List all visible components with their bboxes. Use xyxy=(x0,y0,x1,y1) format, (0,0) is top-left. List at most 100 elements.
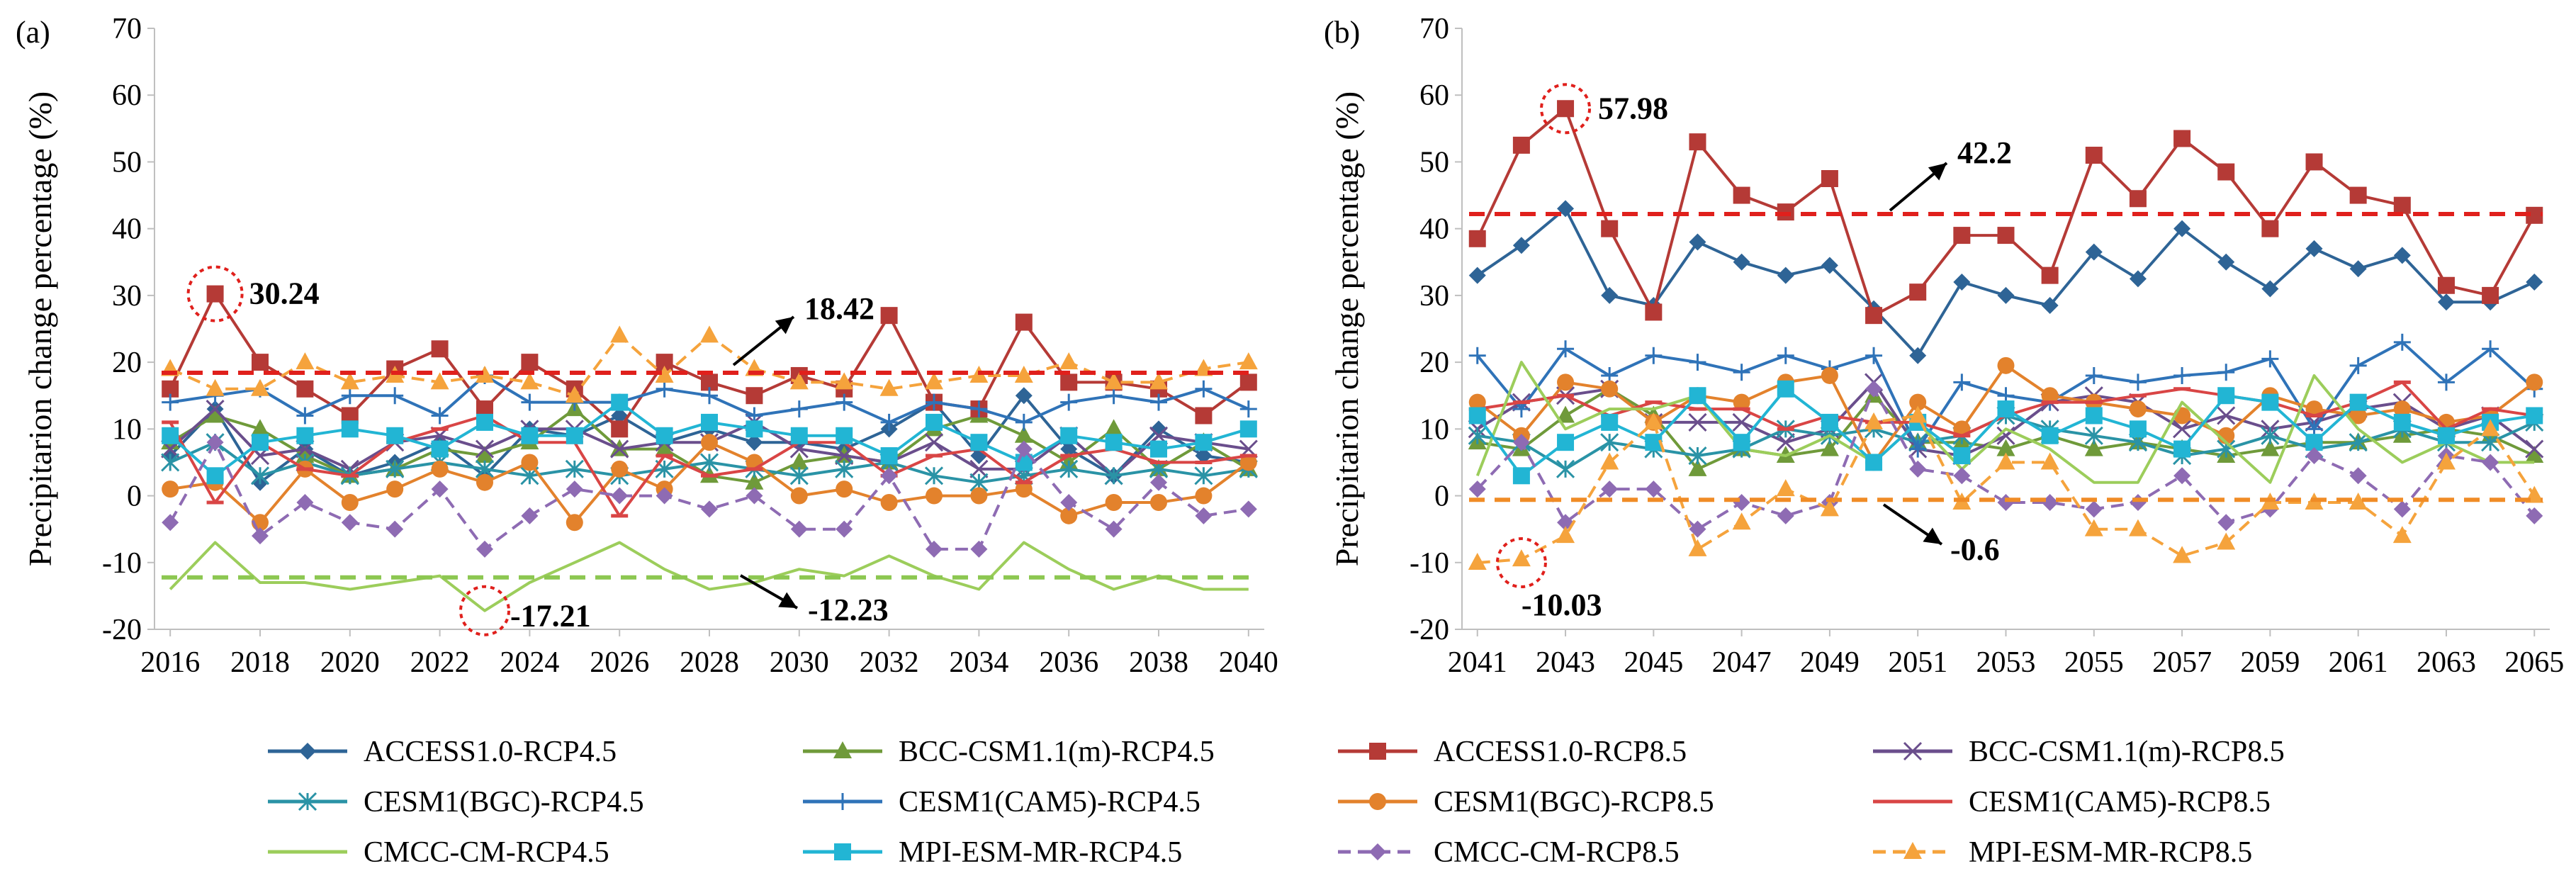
data-point xyxy=(1908,405,1928,423)
data-point xyxy=(1149,372,1169,390)
legend-swatch-marker xyxy=(299,743,316,760)
data-point xyxy=(1601,286,1619,304)
data-point xyxy=(1820,439,1839,456)
data-point xyxy=(1732,512,1751,530)
x-tick-label: 2024 xyxy=(500,646,559,679)
x-tick-label: 2043 xyxy=(1536,646,1595,679)
data-point xyxy=(2349,356,2367,374)
data-point xyxy=(1776,479,1795,497)
data-point xyxy=(1105,520,1123,538)
data-point xyxy=(250,419,269,437)
data-point xyxy=(880,413,898,431)
data-point xyxy=(1059,352,1079,370)
legend-swatch-marker xyxy=(834,843,851,860)
legend-item-access1-0-rcp4-5: ACCESS1.0-RCP4.5 xyxy=(268,736,617,768)
extreme-value-label: 57.98 xyxy=(1598,91,1668,125)
x-tick-label: 2040 xyxy=(1219,646,1278,679)
data-point xyxy=(1150,440,1168,458)
data-point xyxy=(476,413,493,431)
x-tick-label: 2038 xyxy=(1129,646,1188,679)
data-point xyxy=(2526,373,2543,391)
data-point xyxy=(1557,100,1575,118)
x-tick-label: 2049 xyxy=(1800,646,1860,679)
data-point xyxy=(2305,240,2323,257)
data-point xyxy=(701,413,718,431)
y-tick-label: 20 xyxy=(1419,347,1449,379)
data-point xyxy=(1014,425,1033,443)
x-tick-label: 2045 xyxy=(1624,646,1683,679)
data-point xyxy=(746,434,763,451)
x-tick-label: 2041 xyxy=(1448,646,1507,679)
data-point xyxy=(2129,190,2147,208)
data-point xyxy=(2041,266,2059,284)
x-tick-label: 2030 xyxy=(770,646,829,679)
data-point xyxy=(476,473,493,491)
data-point xyxy=(1688,446,1707,466)
legend-label: BCC-CSM1.1(m)-RCP4.5 xyxy=(899,736,1215,768)
data-point xyxy=(746,420,763,438)
data-point xyxy=(296,407,314,425)
data-point xyxy=(656,487,673,505)
data-point xyxy=(880,307,898,325)
data-point xyxy=(1601,480,1619,498)
data-point xyxy=(1733,253,1750,271)
data-point xyxy=(2041,387,2059,405)
extreme-value-label: -17.21 xyxy=(510,599,591,634)
y-tick-label: 10 xyxy=(112,413,142,446)
data-point xyxy=(700,325,719,343)
data-point xyxy=(2173,130,2191,147)
data-point xyxy=(2261,280,2279,298)
series-mpi-esm-mr-rcp4-5 xyxy=(1468,380,2543,485)
data-point xyxy=(1468,230,1486,247)
data-point xyxy=(2437,373,2455,391)
data-point xyxy=(1060,393,1078,411)
data-point xyxy=(611,420,629,438)
data-point xyxy=(2173,220,2191,237)
data-point xyxy=(611,487,629,505)
data-point xyxy=(746,487,763,505)
x-tick-label: 2059 xyxy=(2240,646,2300,679)
data-point xyxy=(1557,200,1575,218)
data-point xyxy=(790,520,808,538)
legend-label: MPI-ESM-MR-RCP8.5 xyxy=(1969,836,2252,869)
extreme-value-circle xyxy=(1540,83,1592,135)
data-point xyxy=(1777,507,1794,524)
data-point xyxy=(1601,413,1619,431)
data-point xyxy=(2173,366,2191,384)
data-point xyxy=(1953,467,1971,485)
data-point xyxy=(2482,340,2499,358)
legend-label: ACCESS1.0-RCP4.5 xyxy=(364,736,617,768)
data-point xyxy=(161,453,180,472)
series-line xyxy=(169,541,1249,612)
data-point xyxy=(2041,427,2059,444)
data-point xyxy=(2349,407,2367,425)
data-point xyxy=(2437,276,2455,294)
data-point xyxy=(296,380,314,398)
data-point xyxy=(2217,253,2235,271)
data-point xyxy=(2436,452,2456,470)
arrow-head xyxy=(775,317,794,335)
data-point xyxy=(1953,274,1971,291)
extreme-value-circle xyxy=(1495,537,1547,589)
data-point xyxy=(386,480,404,498)
x-tick-label: 2034 xyxy=(949,646,1008,679)
data-point xyxy=(2261,393,2279,411)
legend: ACCESS1.0-RCP4.5 BCC-CSM1.1(m)-RCP4.5 ACCE… xyxy=(268,736,2285,869)
series-cmcc-cm-rcp4-5 xyxy=(1475,361,2535,484)
data-point xyxy=(431,480,449,498)
data-point xyxy=(1732,412,1751,432)
data-point xyxy=(1195,447,1213,465)
legend-swatch-marker xyxy=(298,792,317,811)
data-point xyxy=(1688,459,1707,476)
data-point xyxy=(1512,237,1530,254)
data-point xyxy=(1468,266,1486,284)
data-point xyxy=(1953,227,1971,245)
data-point xyxy=(386,427,404,444)
data-point xyxy=(836,480,853,498)
arrow-head xyxy=(1923,527,1942,544)
data-point xyxy=(1821,257,1838,274)
data-point xyxy=(2393,333,2411,351)
data-point xyxy=(2129,400,2147,418)
data-point xyxy=(1015,387,1033,405)
